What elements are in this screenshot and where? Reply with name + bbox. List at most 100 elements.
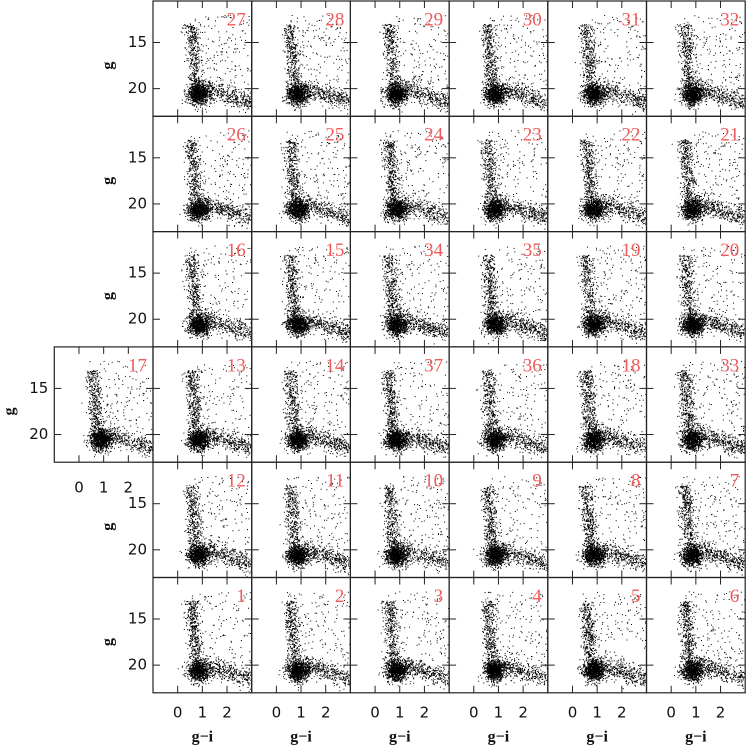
panel: 14 (251, 346, 351, 463)
star-cloud (476, 362, 548, 460)
x-tick-label: 2 (124, 479, 134, 497)
panel: 3 (349, 576, 450, 694)
panel-number: 11 (326, 471, 344, 492)
panel-number: 2 (335, 586, 345, 607)
star-cloud (180, 14, 252, 113)
panel-number: 10 (424, 471, 443, 492)
y-tick-label: 15 (128, 264, 147, 282)
star-cloud (577, 591, 647, 690)
x-tick-label: 0 (568, 703, 578, 721)
panel: 15 (251, 231, 351, 348)
star-cloud (279, 476, 351, 576)
y-tick-label: 15 (29, 379, 48, 397)
panel: 32 (645, 0, 746, 117)
y-axis-label: g (1, 407, 18, 415)
star-cloud (479, 15, 548, 112)
panel-number: 14 (325, 355, 345, 376)
panel-number: 4 (532, 586, 542, 607)
x-axis-label: g−i (192, 728, 214, 745)
star-cloud (576, 361, 647, 458)
x-tick-label: 0 (370, 703, 380, 721)
y-tick-label: 15 (128, 148, 147, 166)
star-cloud (278, 591, 351, 692)
panel: 5 (547, 576, 648, 694)
x-axis-label: g−i (290, 728, 312, 745)
x-axis-label: g−i (389, 728, 411, 745)
x-tick-label: 0 (74, 479, 84, 497)
panel: 36 (448, 346, 549, 463)
star-cloud (477, 130, 548, 230)
panel: 7 (645, 461, 746, 579)
panel: 31 (547, 0, 648, 117)
x-tick-label: 1 (691, 703, 701, 721)
panel-number: 31 (622, 9, 641, 30)
panel-number: 32 (720, 9, 739, 30)
panel-number: 28 (325, 9, 344, 30)
x-axis-label: g−i (488, 728, 510, 745)
x-tick-label: 2 (420, 703, 430, 721)
star-cloud (377, 476, 449, 574)
panel: 34 (349, 231, 450, 348)
panel: 2 (251, 576, 351, 694)
y-tick-label: 20 (128, 79, 147, 97)
star-cloud (181, 245, 252, 342)
star-cloud (177, 592, 252, 693)
y-tick-label: 20 (128, 540, 147, 558)
panel: 23 (448, 115, 549, 233)
panel: 17 (53, 346, 154, 463)
y-axis-label: g (100, 62, 117, 70)
panel-number: 7 (730, 471, 740, 492)
panel: 35 (448, 231, 549, 348)
panel: 6 (645, 576, 746, 694)
star-cloud (379, 130, 449, 226)
y-tick-label: 20 (128, 310, 147, 328)
x-tick-label: 1 (198, 703, 208, 721)
x-tick-label: 2 (222, 703, 232, 721)
star-cloud (477, 591, 548, 688)
panel-number: 17 (128, 355, 147, 376)
x-tick-label: 0 (469, 703, 479, 721)
y-tick-label: 20 (128, 194, 147, 212)
panel-number: 3 (434, 586, 444, 607)
x-tick-label: 2 (716, 703, 726, 721)
panel-number: 26 (227, 125, 246, 146)
panel: 9 (448, 461, 549, 579)
y-tick-label: 15 (128, 33, 147, 51)
panel-number: 5 (631, 586, 641, 607)
panel: 8 (547, 461, 648, 579)
star-cloud (282, 15, 351, 115)
panel-number: 15 (325, 240, 344, 261)
panel-number: 33 (720, 355, 739, 376)
star-cloud (378, 361, 449, 458)
panel: 4 (448, 576, 549, 694)
star-cloud (671, 131, 745, 232)
panel: 19 (547, 231, 648, 348)
panel: 11 (251, 461, 351, 579)
star-cloud (576, 245, 647, 344)
panel-number: 8 (631, 471, 641, 492)
panel-number: 1 (236, 586, 246, 607)
panel: 21 (645, 115, 746, 233)
star-cloud (574, 15, 647, 115)
star-cloud (377, 591, 449, 690)
y-axis-label: g (100, 292, 117, 300)
y-axis-label: g (100, 177, 117, 185)
x-tick-label: 1 (592, 703, 602, 721)
panel: 29 (349, 0, 450, 117)
x-axis-label: g−i (586, 728, 608, 745)
x-tick-label: 1 (494, 703, 504, 721)
star-cloud (577, 130, 647, 229)
panel-number: 29 (424, 9, 443, 30)
panel: 37 (349, 346, 450, 463)
y-tick-label: 20 (128, 656, 147, 674)
x-tick-label: 1 (395, 703, 405, 721)
star-cloud (674, 591, 746, 689)
panel-number: 9 (532, 471, 542, 492)
panel-number: 20 (720, 240, 739, 261)
panel-number: 21 (720, 125, 739, 146)
star-cloud (575, 476, 647, 573)
star-cloud (379, 245, 449, 345)
panel-number: 22 (622, 125, 641, 146)
panel: 30 (448, 0, 549, 117)
